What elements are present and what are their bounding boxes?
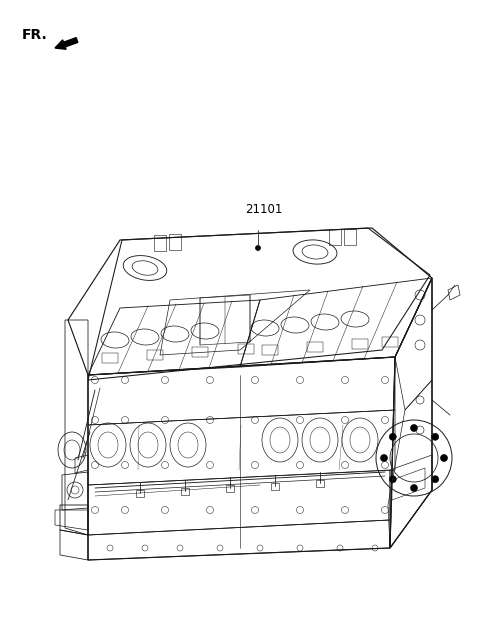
Circle shape bbox=[389, 476, 396, 483]
Circle shape bbox=[432, 476, 439, 483]
Circle shape bbox=[432, 434, 439, 440]
Text: 21101: 21101 bbox=[245, 203, 282, 216]
FancyArrow shape bbox=[55, 38, 78, 49]
Circle shape bbox=[389, 434, 396, 440]
Circle shape bbox=[381, 455, 387, 462]
Circle shape bbox=[441, 455, 447, 462]
Circle shape bbox=[255, 246, 261, 251]
Text: FR.: FR. bbox=[22, 28, 48, 42]
Circle shape bbox=[410, 424, 418, 432]
Circle shape bbox=[410, 485, 418, 491]
